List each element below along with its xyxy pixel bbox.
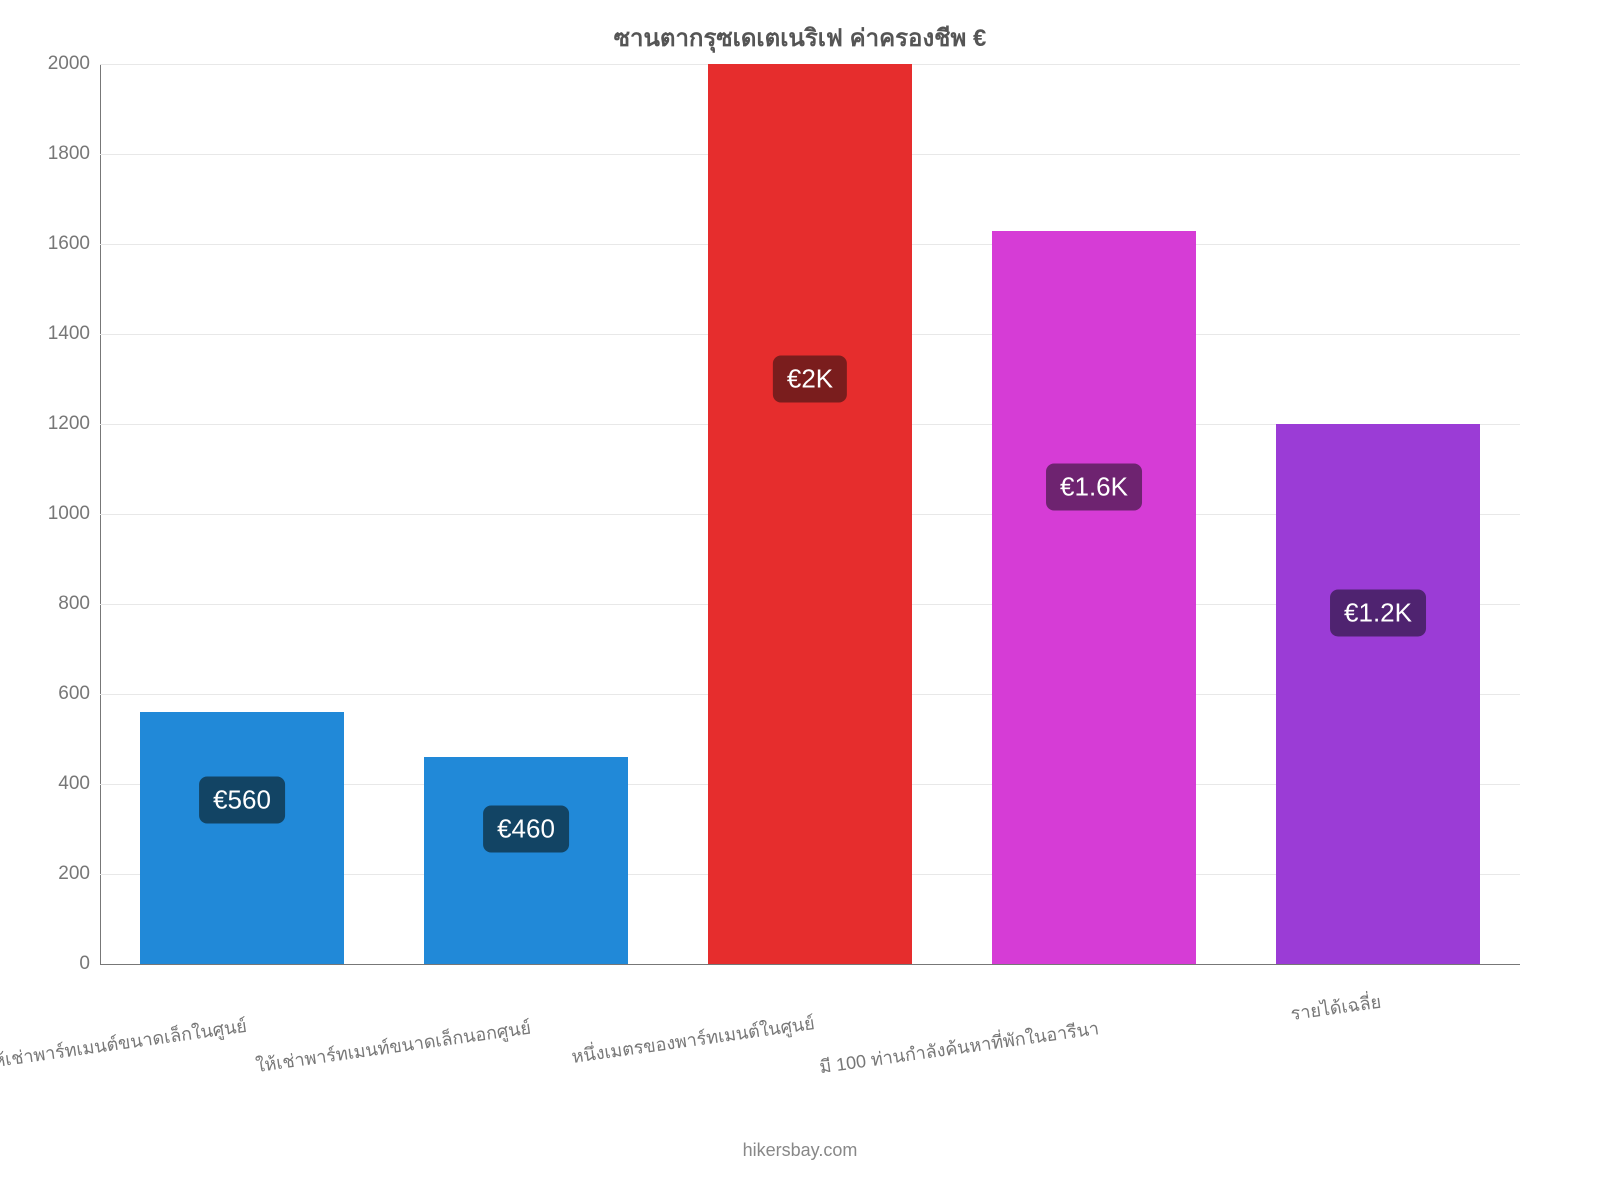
bar-value-label: €1.6K <box>1046 464 1142 511</box>
bar <box>708 64 912 964</box>
y-tick-label: 800 <box>58 593 100 615</box>
y-tick-label: 200 <box>58 863 100 885</box>
chart-caption: hikersbay.com <box>0 1140 1600 1161</box>
x-tick-label: รายได้เฉลี่ย <box>1379 974 1473 1015</box>
bar <box>992 231 1196 965</box>
bar <box>1276 424 1480 964</box>
bar-value-label: €1.2K <box>1330 590 1426 637</box>
chart-title: ซานตากรุซเดเตเนริเฟ ค่าครองชีพ € <box>0 18 1600 57</box>
bar <box>424 757 628 964</box>
bar-value-label: €2K <box>773 356 847 403</box>
y-tick-label: 2000 <box>48 53 100 75</box>
y-tick-label: 600 <box>58 683 100 705</box>
y-tick-label: 400 <box>58 773 100 795</box>
y-tick-label: 0 <box>79 953 100 975</box>
bar-value-label: €560 <box>199 777 285 824</box>
plot-area: 0200400600800100012001400160018002000€56… <box>100 64 1520 964</box>
y-tick-label: 1600 <box>48 233 100 255</box>
chart-container: ซานตากรุซเดเตเนริเฟ ค่าครองชีพ € 0200400… <box>0 0 1600 1200</box>
bar <box>140 712 344 964</box>
x-axis-line <box>100 964 1520 965</box>
y-tick-label: 1800 <box>48 143 100 165</box>
bar-value-label: €460 <box>483 806 569 853</box>
y-tick-label: 1000 <box>48 503 100 525</box>
y-tick-label: 1400 <box>48 323 100 345</box>
y-tick-label: 1200 <box>48 413 100 435</box>
